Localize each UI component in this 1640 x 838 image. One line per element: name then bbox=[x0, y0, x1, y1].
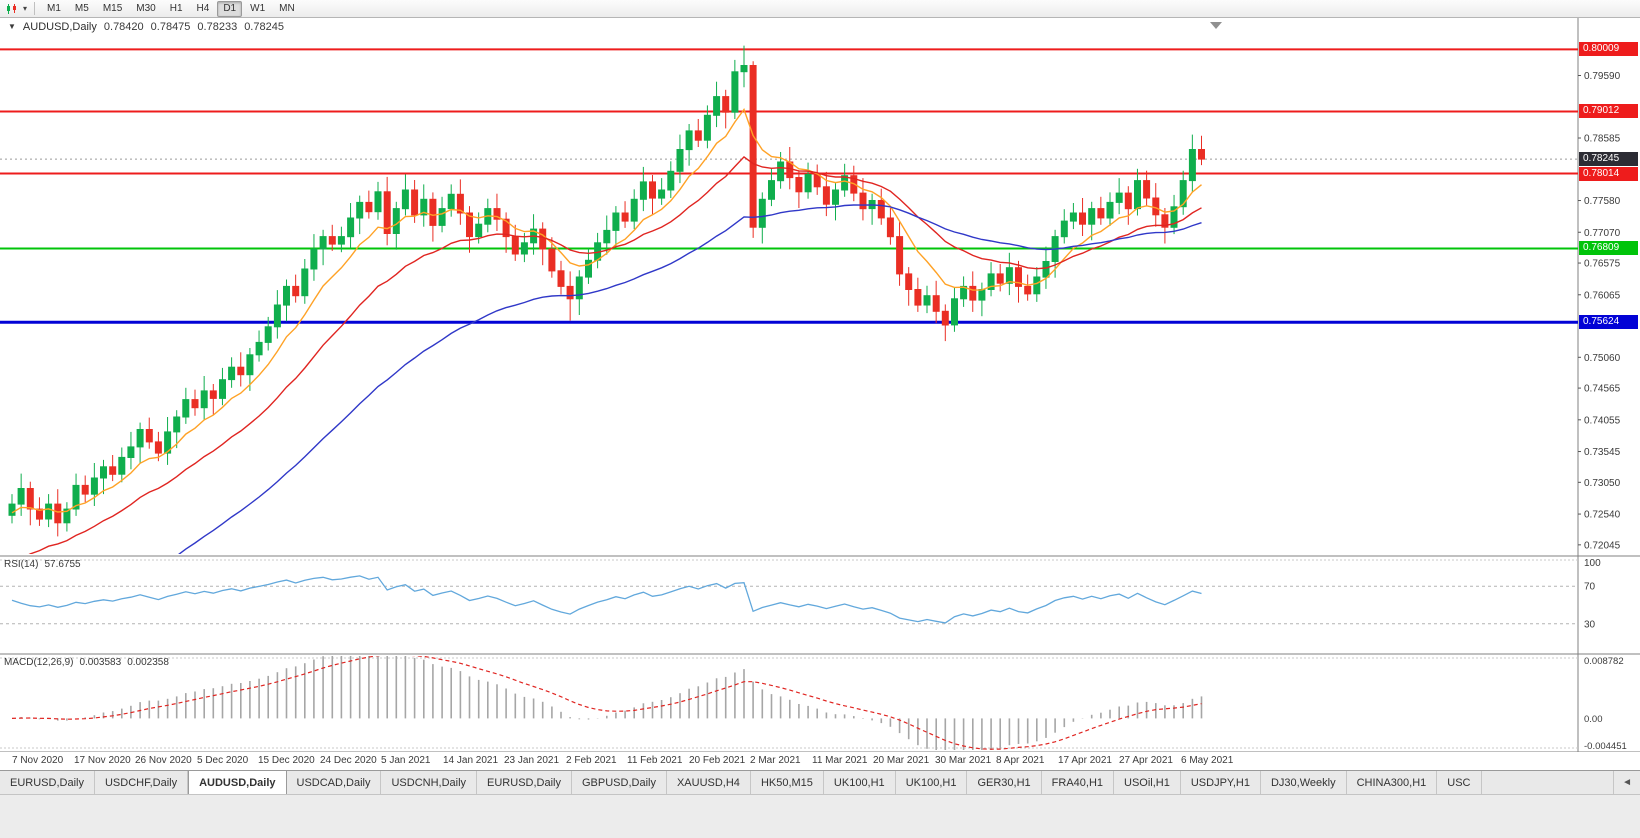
hline-price-label: 0.80009 bbox=[1579, 42, 1638, 56]
price-axis-label: 0.73050 bbox=[1584, 478, 1621, 489]
date-label: 27 Apr 2021 bbox=[1119, 755, 1173, 766]
date-label: 26 Nov 2020 bbox=[135, 755, 192, 766]
tab-usc[interactable]: USC bbox=[1437, 771, 1482, 794]
price-axis-label: 0.79590 bbox=[1584, 71, 1621, 82]
date-label: 6 May 2021 bbox=[1181, 755, 1234, 766]
chart-canvas[interactable]: 0.79590 0.78585 0.77580 0.77070 0.76575 0.760… bbox=[0, 18, 1640, 752]
timeframe-button-m15[interactable]: M15 bbox=[102, 2, 123, 14]
macd-axis-label: 0.00 bbox=[1584, 714, 1603, 725]
tab-xauusd-h4[interactable]: XAUUSD,H4 bbox=[667, 771, 751, 794]
date-label: 11 Feb 2021 bbox=[627, 755, 683, 766]
date-label: 17 Apr 2021 bbox=[1058, 755, 1112, 766]
date-label: 15 Dec 2020 bbox=[258, 755, 315, 766]
timeframe-button-h4[interactable]: H4 bbox=[196, 2, 210, 14]
tab-eurusd-daily[interactable]: EURUSD,Daily bbox=[0, 771, 95, 794]
hline-price-label: 0.78014 bbox=[1579, 167, 1638, 181]
tab-uk100-h1[interactable]: UK100,H1 bbox=[896, 771, 968, 794]
price-axis-label: 0.77070 bbox=[1584, 228, 1621, 239]
chart-area: 0.79590 0.78585 0.77580 0.77070 0.76575 0.760… bbox=[0, 18, 1640, 752]
ma-mid-line bbox=[28, 155, 1202, 554]
date-label: 24 Dec 2020 bbox=[320, 755, 377, 766]
tab-audusd-daily[interactable]: AUDUSD,Daily bbox=[188, 771, 287, 794]
price-axis-label: 0.76065 bbox=[1584, 290, 1621, 301]
date-label: 8 Apr 2021 bbox=[996, 755, 1045, 766]
chart-tab-bar: EURUSD,Daily USDCHF,Daily AUDUSD,Daily USDC… bbox=[0, 770, 1640, 794]
tab-china300-h1[interactable]: CHINA300,H1 bbox=[1347, 771, 1438, 794]
timeframe-button-m30[interactable]: M30 bbox=[136, 2, 156, 14]
macd-axis-label: -0.004451 bbox=[1584, 741, 1627, 752]
rsi-axis-label: 30 bbox=[1584, 619, 1596, 630]
timeframe-button-mn[interactable]: MN bbox=[279, 2, 295, 14]
date-label: 2 Mar 2021 bbox=[750, 755, 801, 766]
tab-usdcad-daily[interactable]: USDCAD,Daily bbox=[287, 771, 382, 794]
date-label: 11 Mar 2021 bbox=[812, 755, 868, 766]
timeframe-button-w1[interactable]: W1 bbox=[250, 2, 266, 14]
date-label: 17 Nov 2020 bbox=[74, 755, 131, 766]
timeframe-button-d1[interactable]: D1 bbox=[217, 0, 243, 17]
price-axis-label: 0.74565 bbox=[1584, 384, 1621, 395]
candlestick-chart-icon[interactable] bbox=[5, 3, 19, 15]
hline-price-label: 0.75624 bbox=[1579, 315, 1638, 329]
date-label: 14 Jan 2021 bbox=[443, 755, 499, 766]
timeframe-button-h1[interactable]: H1 bbox=[169, 2, 183, 14]
tab-usoil-h1[interactable]: USOil,H1 bbox=[1114, 771, 1181, 794]
price-axis-label: 0.77580 bbox=[1584, 196, 1621, 207]
chevron-down-icon[interactable]: ▾ bbox=[23, 4, 28, 13]
tab-usdjpy-h1[interactable]: USDJPY,H1 bbox=[1181, 771, 1261, 794]
top-toolbar: ▾ M1 M5 M15 M30 H1 H4 D1 W1 MN bbox=[0, 0, 1640, 18]
tab-uk100-h1[interactable]: UK100,H1 bbox=[824, 771, 896, 794]
tab-usdcnh-daily[interactable]: USDCNH,Daily bbox=[381, 771, 478, 794]
bottom-filler bbox=[0, 794, 1640, 838]
date-label: 23 Jan 2021 bbox=[504, 755, 560, 766]
hline-price-label: 0.79012 bbox=[1579, 104, 1638, 118]
price-axis-label: 0.72045 bbox=[1584, 540, 1621, 551]
rsi-line bbox=[11, 575, 1202, 624]
hline-price-label: 0.76809 bbox=[1579, 241, 1638, 255]
ma-fast-line bbox=[11, 108, 1202, 514]
tab-eurusd-daily[interactable]: EURUSD,Daily bbox=[477, 771, 572, 794]
macd-signal-line bbox=[11, 656, 1202, 750]
price-axis-label: 0.73545 bbox=[1584, 447, 1621, 458]
date-label: 5 Jan 2021 bbox=[381, 755, 431, 766]
tab-dj30-weekly[interactable]: DJ30,Weekly bbox=[1261, 771, 1347, 794]
tab-gbpusd-daily[interactable]: GBPUSD,Daily bbox=[572, 771, 667, 794]
price-axis-label: 0.76575 bbox=[1584, 259, 1621, 270]
candlestick-series bbox=[8, 45, 1205, 537]
toolbar-separator bbox=[34, 2, 36, 15]
date-label: 20 Feb 2021 bbox=[689, 755, 746, 766]
rsi-axis-label: 70 bbox=[1584, 582, 1596, 593]
price-axis-label: 0.75060 bbox=[1584, 353, 1621, 364]
date-label: 5 Dec 2020 bbox=[197, 755, 249, 766]
price-axis-label: 0.74055 bbox=[1584, 415, 1621, 426]
date-axis: 7 Nov 2020 17 Nov 2020 26 Nov 2020 5 Dec 20… bbox=[0, 752, 1640, 770]
tab-ger30-h1[interactable]: GER30,H1 bbox=[967, 771, 1042, 794]
timeframe-button-m5[interactable]: M5 bbox=[74, 2, 89, 14]
tab-usdchf-daily[interactable]: USDCHF,Daily bbox=[95, 771, 189, 794]
timeframe-button-m1[interactable]: M1 bbox=[47, 2, 61, 14]
current-price-label: 0.78245 bbox=[1579, 152, 1638, 166]
tab-fra40-h1[interactable]: FRA40,H1 bbox=[1042, 771, 1115, 794]
date-label: 20 Mar 2021 bbox=[873, 755, 930, 766]
macd-axis-label: 0.008782 bbox=[1584, 656, 1624, 667]
rsi-axis-label: 100 bbox=[1584, 558, 1601, 569]
macd-histogram bbox=[20, 656, 1203, 750]
tab-scroll-left-icon[interactable]: ◄ bbox=[1613, 771, 1640, 794]
chart-shift-marker[interactable] bbox=[1210, 22, 1222, 29]
symbol-tabs: EURUSD,Daily USDCHF,Daily AUDUSD,Daily USDC… bbox=[0, 771, 1482, 794]
price-axis-label: 0.78585 bbox=[1584, 134, 1621, 145]
date-label: 2 Feb 2021 bbox=[566, 755, 617, 766]
tab-hk50-m15[interactable]: HK50,M15 bbox=[751, 771, 824, 794]
ma-slow-line bbox=[178, 204, 1202, 554]
timeframe-buttons: M1 M5 M15 M30 H1 H4 D1 W1 MN bbox=[40, 0, 302, 17]
price-axis-label: 0.72540 bbox=[1584, 510, 1621, 521]
date-label: 7 Nov 2020 bbox=[12, 755, 64, 766]
date-label: 30 Mar 2021 bbox=[935, 755, 992, 766]
